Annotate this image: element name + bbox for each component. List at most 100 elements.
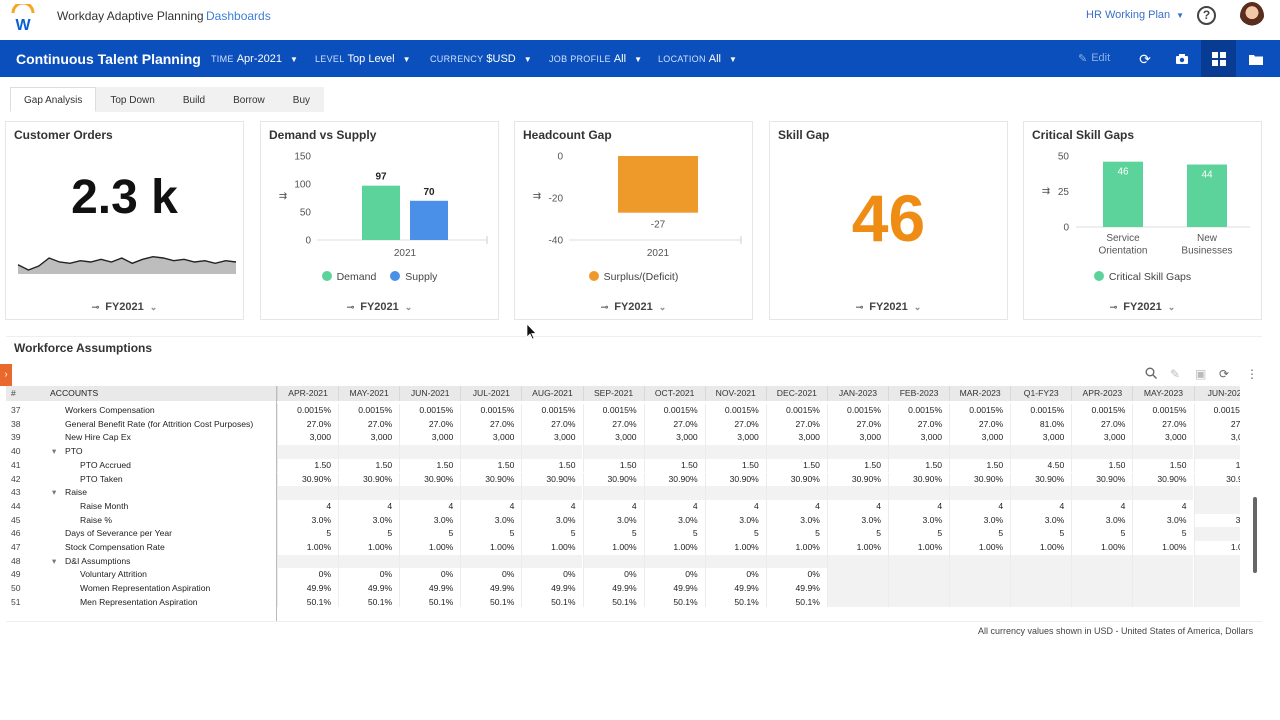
value-cell[interactable] <box>949 445 1011 459</box>
value-cell[interactable] <box>460 445 522 459</box>
value-cell[interactable]: 1.00% <box>1071 541 1132 555</box>
value-cell[interactable]: 5 <box>765 527 827 541</box>
value-cell[interactable]: 30.90% <box>1010 472 1071 487</box>
value-cell[interactable]: 5 <box>277 527 338 541</box>
value-cell[interactable]: 3.0% <box>826 513 888 528</box>
value-cell[interactable]: 5 <box>888 527 949 541</box>
value-cell[interactable]: 30.90% <box>949 472 1010 487</box>
value-cell[interactable]: 0.0015% <box>277 404 338 418</box>
value-cell[interactable] <box>1071 568 1133 583</box>
value-cell[interactable]: 3.0% <box>521 513 582 528</box>
value-cell[interactable]: 3.0% <box>765 513 827 528</box>
column-header[interactable]: MAR-2023 <box>949 386 1010 401</box>
value-cell[interactable]: 3.0% <box>277 513 338 528</box>
account-name[interactable]: Stock Compensation Rate <box>28 541 276 555</box>
value-cell[interactable]: 1.00% <box>826 541 888 555</box>
value-cell[interactable]: 0% <box>643 568 705 583</box>
column-header[interactable]: JUN-202 <box>1193 386 1240 401</box>
value-cell[interactable]: 3.0% <box>582 513 644 528</box>
value-cell[interactable]: 49.9% <box>582 582 644 596</box>
value-cell[interactable]: 0.0015% <box>1010 404 1071 418</box>
column-header[interactable]: JAN-2023 <box>826 386 888 401</box>
column-header[interactable]: OCT-2021 <box>643 386 705 401</box>
filter-job-profile[interactable]: JOB PROFILE All ▼ <box>549 53 642 65</box>
value-cell[interactable] <box>949 595 1011 607</box>
workday-logo-icon[interactable]: W <box>10 4 36 32</box>
value-cell[interactable] <box>1071 582 1133 596</box>
value-cell[interactable] <box>1193 568 1240 583</box>
edit-button[interactable]: ✎ Edit <box>1078 52 1110 65</box>
value-cell[interactable]: 27.0% <box>582 417 644 432</box>
account-name[interactable]: Days of Severance per Year <box>28 527 276 541</box>
value-cell[interactable] <box>1193 499 1240 514</box>
card-skill-gap[interactable]: Skill Gap 46 ⊸ FY2021 ⌄ <box>769 121 1008 320</box>
value-cell[interactable] <box>1010 486 1072 500</box>
value-cell[interactable]: 4 <box>460 499 521 514</box>
value-cell[interactable]: 1.50 <box>1132 458 1193 473</box>
value-cell[interactable] <box>1010 554 1072 569</box>
column-header[interactable]: APR-2021 <box>277 386 338 401</box>
value-cell[interactable] <box>888 595 950 607</box>
value-cell[interactable] <box>1132 568 1194 583</box>
value-cell[interactable]: 4 <box>582 499 644 514</box>
value-cell[interactable]: 30.90% <box>704 472 766 487</box>
value-cell[interactable]: 27.0% <box>826 417 888 432</box>
value-cell[interactable] <box>338 554 400 569</box>
value-cell[interactable]: 3.0% <box>1010 513 1071 528</box>
value-cell[interactable]: 27.0% <box>338 417 399 432</box>
value-cell[interactable] <box>1132 595 1194 607</box>
value-cell[interactable]: 3.0 <box>1193 513 1240 528</box>
account-name[interactable]: PTO Taken <box>28 473 276 487</box>
value-cell[interactable]: 30.90% <box>1132 472 1193 487</box>
value-cell[interactable]: 1.00% <box>949 541 1010 555</box>
value-cell[interactable]: 1.00 <box>1193 541 1240 555</box>
filter-level[interactable]: LEVEL Top Level ▼ <box>315 53 411 65</box>
value-cell[interactable]: 1.00% <box>1132 541 1193 555</box>
account-name[interactable]: ▾ Raise <box>28 486 276 500</box>
value-cell[interactable]: 1.50 <box>704 458 766 473</box>
value-cell[interactable]: 3,000 <box>521 431 582 446</box>
value-cell[interactable]: 50.1% <box>765 595 827 607</box>
value-cell[interactable] <box>1132 445 1194 459</box>
value-cell[interactable]: 1.00% <box>277 541 338 555</box>
value-cell[interactable]: 27.0% <box>765 417 827 432</box>
value-cell[interactable]: 0.0015% <box>399 404 460 418</box>
value-cell[interactable] <box>888 445 950 459</box>
value-cell[interactable]: 5 <box>1010 527 1071 541</box>
value-cell[interactable]: 30.90% <box>826 472 888 487</box>
value-cell[interactable] <box>521 554 583 569</box>
value-cell[interactable]: 5 <box>1132 527 1193 541</box>
value-cell[interactable]: 49.9% <box>521 582 582 596</box>
value-cell[interactable]: 1.00% <box>338 541 399 555</box>
value-cell[interactable]: 5 <box>826 527 888 541</box>
account-name[interactable]: ▾ D&I Assumptions <box>28 555 276 569</box>
value-cell[interactable] <box>1071 445 1133 459</box>
card-period-selector[interactable]: ⊸ FY2021 ⌄ <box>1024 301 1261 313</box>
value-cell[interactable]: 27.0% <box>1132 417 1193 432</box>
collapse-caret-icon[interactable]: ▾ <box>52 446 57 457</box>
column-header[interactable]: Q1-FY23 <box>1010 386 1071 401</box>
value-cell[interactable]: 0% <box>704 568 766 583</box>
value-cell[interactable]: 0.0015% <box>765 404 827 418</box>
value-cell[interactable] <box>1010 595 1072 607</box>
value-cell[interactable]: 3,000 <box>765 431 827 446</box>
legend-supply[interactable]: Supply <box>390 271 437 283</box>
card-critical-skill-gaps[interactable]: Critical Skill Gaps 0 25 50 ⇉ 46 Service Orien… <box>1023 121 1262 320</box>
value-cell[interactable]: 30.90% <box>888 472 949 487</box>
refresh-icon[interactable]: ⟳ <box>1139 51 1151 67</box>
value-cell[interactable] <box>949 486 1011 500</box>
value-cell[interactable]: 1.50 <box>1071 458 1132 473</box>
value-cell[interactable]: 1.00% <box>521 541 582 555</box>
value-cell[interactable]: 3,000 <box>338 431 399 446</box>
value-cell[interactable]: 0.0015% <box>826 404 888 418</box>
value-cell[interactable]: 27.0% <box>277 417 338 432</box>
assumptions-grid[interactable]: # ACCOUNTS APR-2021 MAY-2021 JUN-2021 JUL-202… <box>6 386 1240 607</box>
value-cell[interactable]: 3,000 <box>460 431 521 446</box>
tab-gap-analysis[interactable]: Gap Analysis <box>10 87 97 112</box>
value-cell[interactable]: 27.0% <box>521 417 582 432</box>
value-cell[interactable] <box>888 486 950 500</box>
value-cell[interactable] <box>1010 582 1072 596</box>
legend-surplus-deficit[interactable]: Surplus/(Deficit) <box>588 271 678 283</box>
value-cell[interactable] <box>1193 445 1240 459</box>
value-cell[interactable] <box>1193 582 1240 596</box>
